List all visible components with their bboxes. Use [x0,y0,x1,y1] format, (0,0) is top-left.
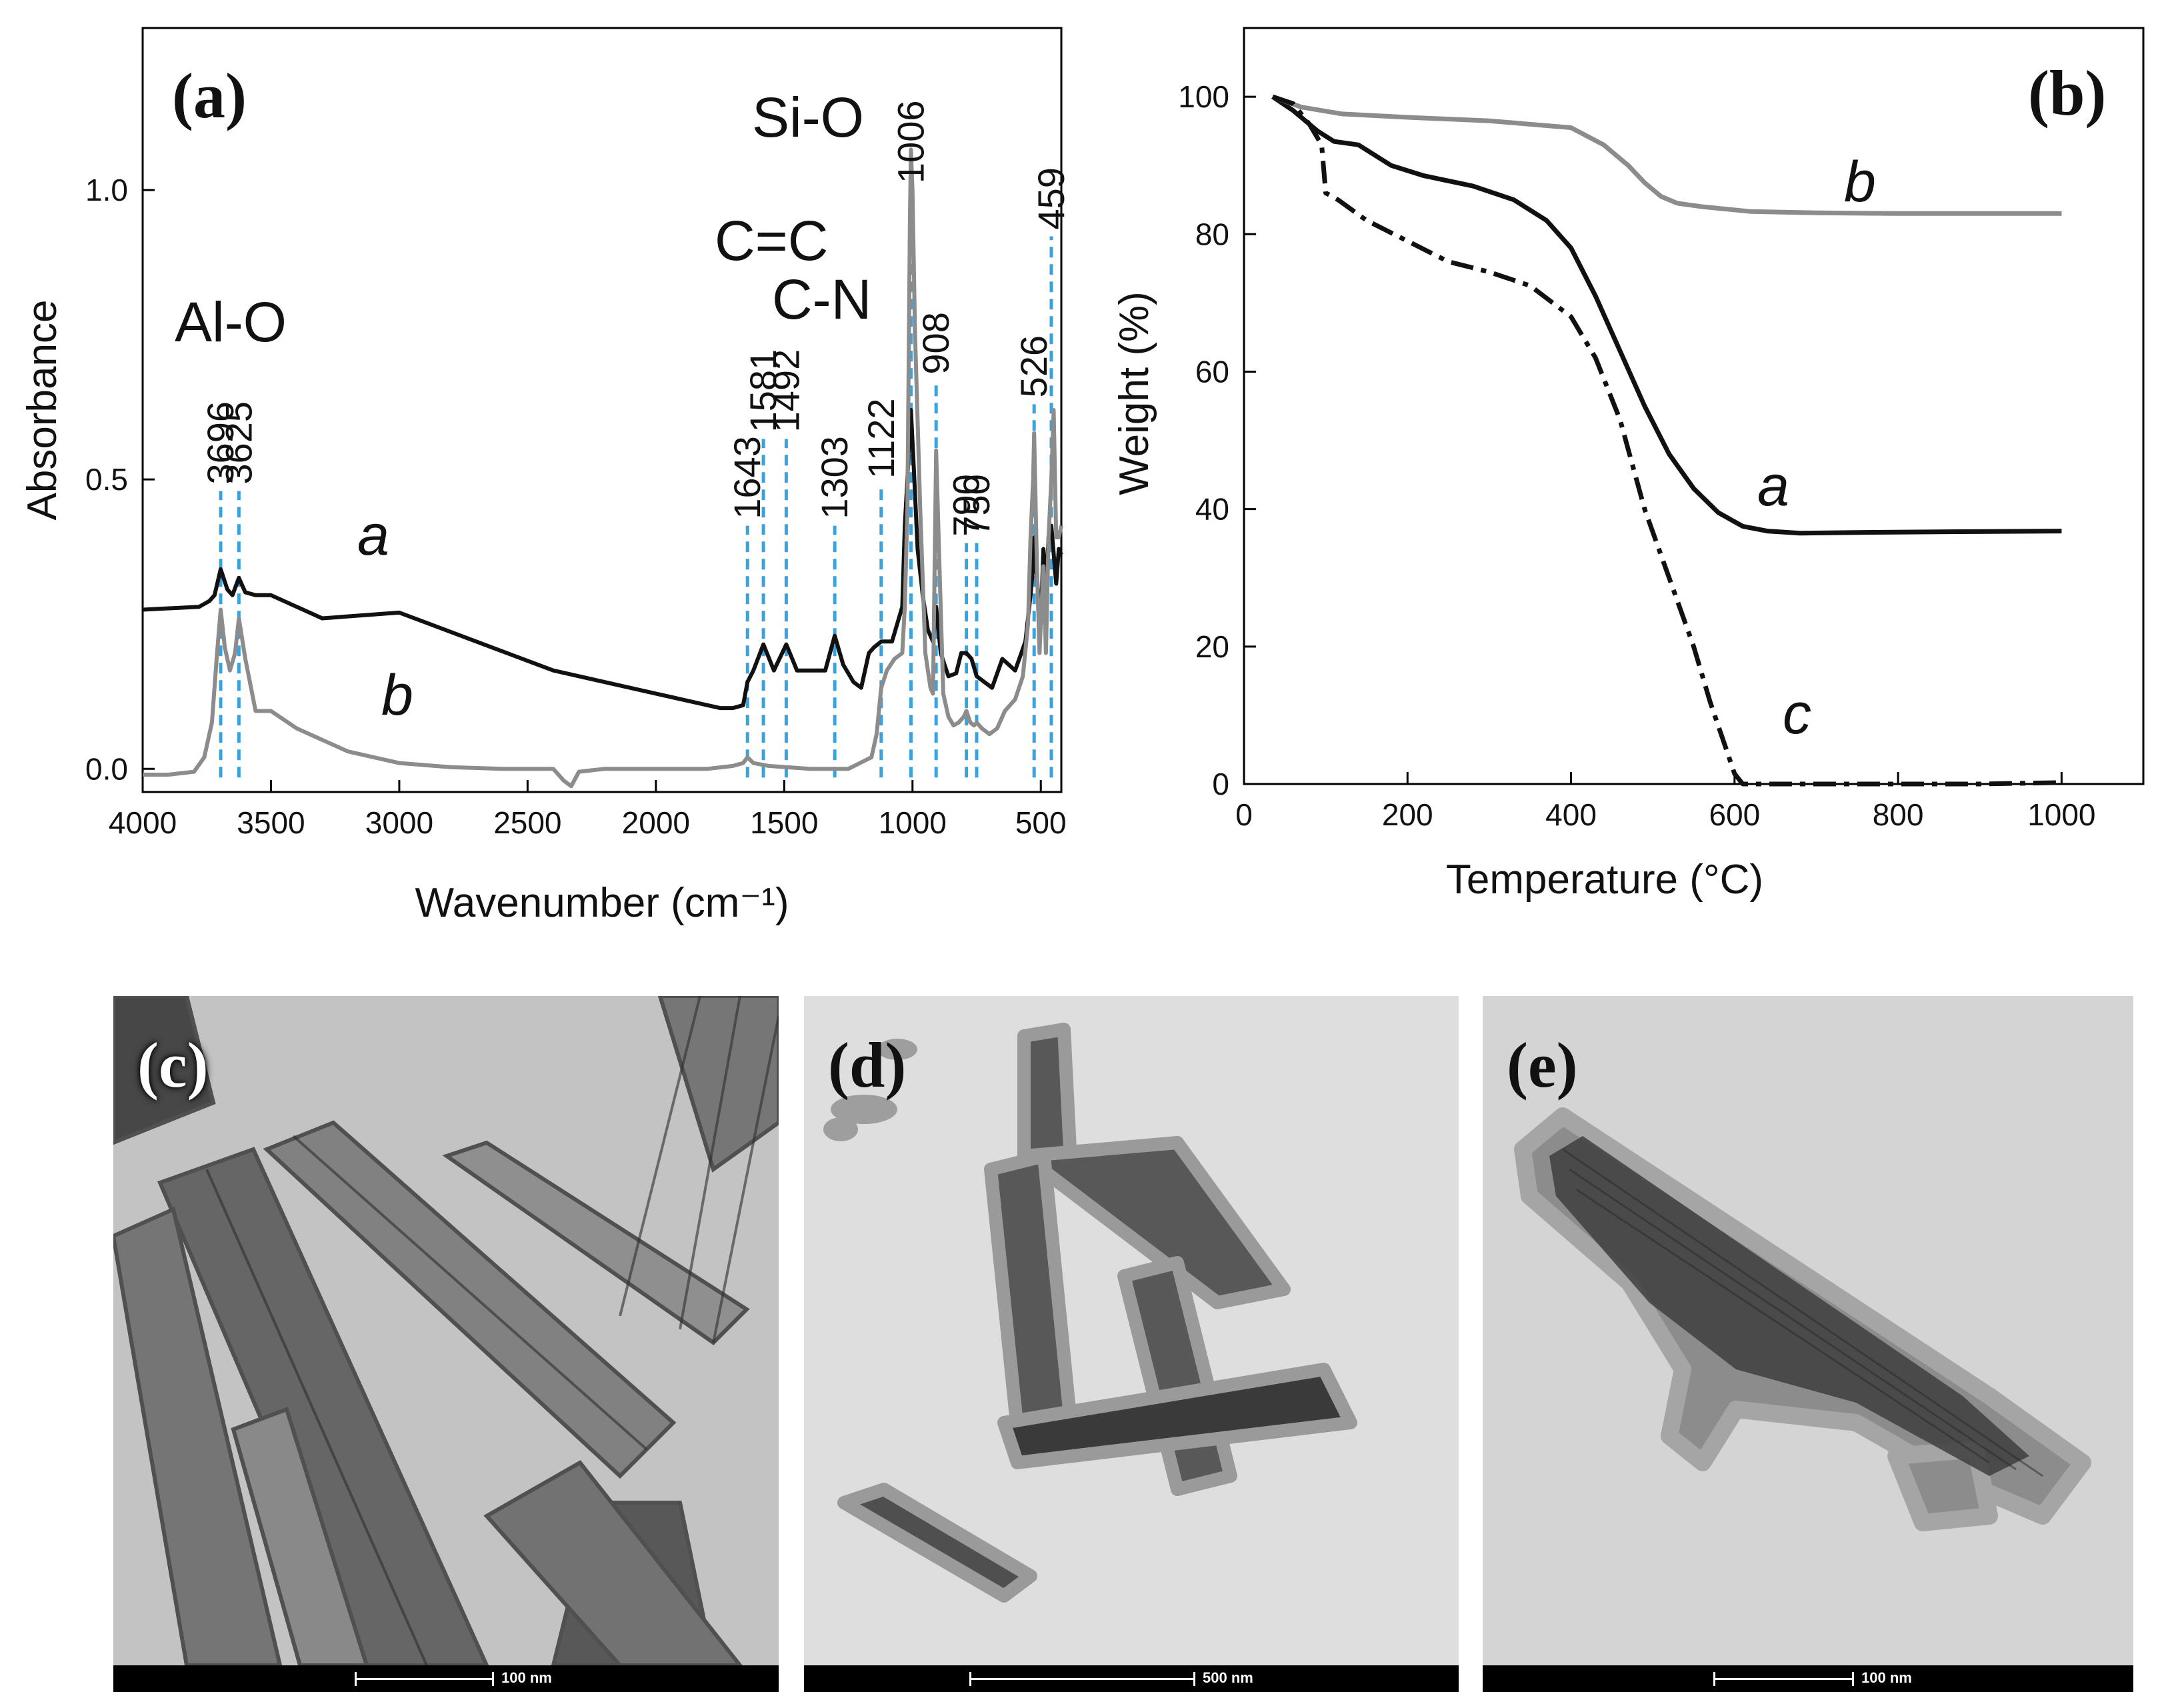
ftir-x-tick-label: 4000 [109,805,177,840]
tem-c-scalebar: 100 nm [113,1665,779,1692]
peak-label-3696: 3696 [199,401,241,485]
peak-label-1492: 1492 [765,349,807,433]
tem-e-scalebar: 100 nm [1483,1665,2133,1692]
panel-e-label: (e) [1507,1029,1578,1101]
tga-y-tick-label: 20 [1195,629,1229,664]
tem-e-scale-text: 100 nm [1861,1669,1912,1686]
peak-label-1303: 1303 [813,436,855,519]
peak-label-1122: 1122 [860,398,902,478]
ftir-series-b [143,147,1063,789]
ftir-y-tick-label: 0.5 [85,462,128,497]
tga-y-axis-label: Weight (%) [1111,291,1157,495]
peak-label-790: 790 [945,474,987,536]
ftir-curves [142,147,1063,789]
peak-label-3625: 3625 [217,401,259,485]
tga-y-tick-label: 100 [1178,79,1229,114]
ftir-x-axis-label: Wavenumber (cm⁻¹) [415,880,789,926]
ftir-curve-a-label: a [357,503,389,567]
c-c-group-label: C=C [715,209,828,272]
tga-x-tick-label: 400 [1545,797,1597,832]
ftir-plot-frame [141,27,1063,793]
tem-image-d-aggregates [804,996,1459,1665]
ftir-x-tick-label: 1500 [750,805,818,840]
tga-y-tick-label: 60 [1195,354,1229,389]
c-n-group-label: C-N [772,268,871,331]
tga-x-ticks: 0 200 400 600 800 1000 [1235,772,2096,832]
ftir-y-tick-label: 0.0 [85,751,128,786]
tga-chart: 0 200 400 600 800 1000 0 20 40 60 80 100 (b) Tempe… [1111,27,2145,903]
tga-y-tick-label: 40 [1195,492,1229,527]
ftir-y-ticks: 0.0 0.5 1.0 [85,173,155,786]
tga-curve-a-label: a [1757,454,1789,518]
al-o-group-label: Al-O [175,291,287,353]
panel-a-label: (a) [172,60,247,131]
ftir-x-tick-label: 1000 [879,805,947,840]
ftir-y-tick-label: 1.0 [85,173,128,207]
ftir-curve-b-label: b [381,663,413,727]
ftir-x-tick-label: 3000 [365,805,433,840]
ftir-x-tick-label: 2500 [493,805,561,840]
ftir-chart: 4000 3500 3000 2500 2000 1500 1000 500 0.0 0.5 1.… [19,27,1072,926]
panel-c-label: (c) [137,1029,209,1101]
tga-y-tick-label: 0 [1212,767,1229,801]
ftir-x-tick-label: 2000 [622,805,690,840]
tem-image-e: (e) 100 nm [1483,996,2133,1692]
tga-x-tick-label: 1000 [2027,797,2095,832]
peak-label-1581: 1581 [742,349,784,433]
tga-curve-b-label: b [1844,150,1876,214]
tga-series-c [1271,94,2062,787]
peak-label-908: 908 [915,312,957,374]
tga-x-tick-label: 200 [1382,797,1433,832]
peak-label-1006: 1006 [889,101,931,184]
si-o-group-label: Si-O [752,86,864,149]
tem-d-scale-text: 500 nm [1203,1669,1253,1686]
tga-y-ticks: 0 20 40 60 80 100 [1178,79,1256,801]
ftir-x-ticks: 4000 3500 3000 2500 2000 1500 1000 500 [109,780,1067,840]
ftir-y-axis-label: Absorbance [19,300,65,521]
tem-d-scalebar: 500 nm [804,1665,1459,1692]
panel-d-label: (d) [828,1029,907,1101]
tga-y-tick-label: 80 [1195,217,1229,251]
tem-c-scale-text: 100 nm [501,1669,552,1686]
peak-label-459: 459 [1030,167,1072,229]
tem-image-c: (c) 100 nm [113,996,779,1692]
peak-label-1643: 1643 [726,436,768,519]
tga-x-tick-label: 0 [1235,797,1253,832]
tga-plot-frame [1243,27,2145,785]
tga-x-tick-label: 600 [1709,797,1760,832]
tga-series-b [1271,94,2062,216]
tga-curve-c-label: c [1783,682,1811,746]
ftir-x-tick-label: 500 [1015,805,1067,840]
tem-image-d: (d) 500 nm [804,996,1459,1692]
tga-curves [1271,94,2062,787]
peak-label-526: 526 [1013,335,1055,397]
tga-series-a [1271,95,2062,536]
tga-x-axis-label: Temperature (°C) [1446,857,1763,903]
tem-image-e-particle [1483,996,2133,1665]
panel-b-label: (b) [2028,57,2106,129]
tga-x-tick-label: 800 [1873,797,1924,832]
peak-label-750: 750 [955,474,997,536]
ftir-x-tick-label: 3500 [237,805,305,840]
tem-image-c-nanotubes [113,996,779,1665]
